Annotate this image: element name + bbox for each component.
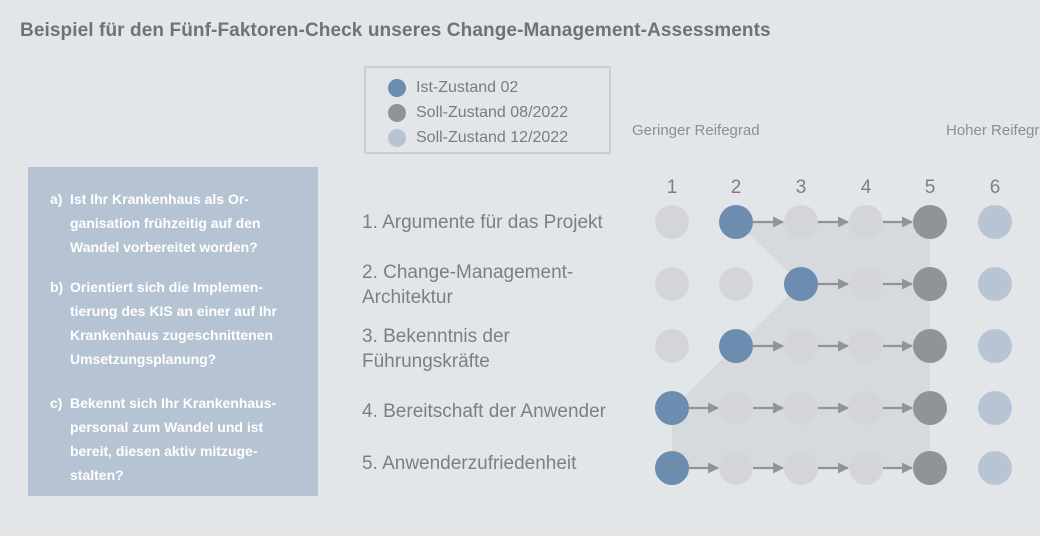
- question-text: Bekennt sich Ihr Krankenhaus- personal z…: [70, 395, 277, 483]
- question-letter: c): [50, 395, 63, 411]
- ist-dot: [719, 205, 753, 239]
- soll-08-dot: [913, 391, 947, 425]
- empty-dot: [849, 329, 883, 363]
- legend-label-soll-08: Soll-Zustand 08/2022: [416, 104, 569, 121]
- empty-dot: [849, 205, 883, 239]
- question-letter: b): [50, 279, 64, 295]
- soll-08-dot: [913, 451, 947, 485]
- empty-dot: [849, 267, 883, 301]
- empty-dot: [719, 451, 753, 485]
- question-text: Ist Ihr Krankenhaus als Or- ganisation f…: [70, 191, 261, 255]
- soll-12-dot: [978, 391, 1012, 425]
- question-a: a) Ist Ihr Krankenhaus als Or- ganisatio…: [50, 187, 312, 259]
- factor-label-5: 5. Anwenderzufriedenheit: [362, 453, 577, 474]
- legend-swatch-ist: [388, 79, 406, 97]
- legend-item-soll-12: Soll-Zustand 12/2022: [388, 127, 568, 149]
- legend-label-soll-12: Soll-Zustand 12/2022: [416, 129, 569, 146]
- empty-dot: [784, 451, 818, 485]
- diagram-title: Beispiel für den Fünf-Faktoren-Check uns…: [20, 20, 771, 41]
- legend-label-ist: Ist-Zustand 02: [416, 79, 519, 96]
- factor-label-3: 3. Bekenntnis der Führungskräfte: [362, 326, 510, 372]
- question-text: Orientiert sich die Implemen- tierung de…: [70, 279, 277, 367]
- empty-dot: [784, 205, 818, 239]
- ist-dot: [655, 451, 689, 485]
- empty-dot: [719, 267, 753, 301]
- empty-dot: [655, 205, 689, 239]
- ist-dot: [784, 267, 818, 301]
- empty-dot: [784, 329, 818, 363]
- empty-dot: [849, 451, 883, 485]
- question-letter: a): [50, 191, 63, 207]
- empty-dot: [784, 391, 818, 425]
- column-number: 1: [667, 177, 678, 198]
- empty-dot: [849, 391, 883, 425]
- soll-08-dot: [913, 267, 947, 301]
- factor-label-1: 1. Argumente für das Projekt: [362, 212, 603, 233]
- empty-dot: [655, 267, 689, 301]
- legend: Ist-Zustand 02 Soll-Zustand 08/2022 Soll…: [364, 66, 611, 154]
- soll-12-dot: [978, 451, 1012, 485]
- empty-dot: [719, 391, 753, 425]
- empty-dot: [655, 329, 689, 363]
- column-number: 6: [990, 177, 1001, 198]
- legend-swatch-soll-12: [388, 129, 406, 147]
- question-b: b) Orientiert sich die Implemen- tierung…: [50, 275, 312, 371]
- column-number: 3: [796, 177, 807, 198]
- soll-08-dot: [913, 329, 947, 363]
- question-box: a) Ist Ihr Krankenhaus als Or- ganisatio…: [28, 167, 318, 496]
- question-c: c) Bekennt sich Ihr Krankenhaus- persona…: [50, 391, 312, 487]
- soll-12-dot: [978, 267, 1012, 301]
- legend-item-soll-08: Soll-Zustand 08/2022: [388, 102, 568, 124]
- soll-12-dot: [978, 205, 1012, 239]
- legend-swatch-soll-08: [388, 104, 406, 122]
- ist-dot: [719, 329, 753, 363]
- soll-08-dot: [913, 205, 947, 239]
- factor-label-4: 4. Bereitschaft der Anwender: [362, 401, 606, 422]
- column-number: 2: [731, 177, 742, 198]
- column-number: 4: [861, 177, 872, 198]
- scale-high-label: Hoher Reifegrad: [946, 122, 1040, 139]
- soll-12-dot: [978, 329, 1012, 363]
- column-number: 5: [925, 177, 936, 198]
- ist-dot: [655, 391, 689, 425]
- legend-item-ist: Ist-Zustand 02: [388, 77, 518, 99]
- factor-label-2: 2. Change-Management- Architektur: [362, 262, 574, 308]
